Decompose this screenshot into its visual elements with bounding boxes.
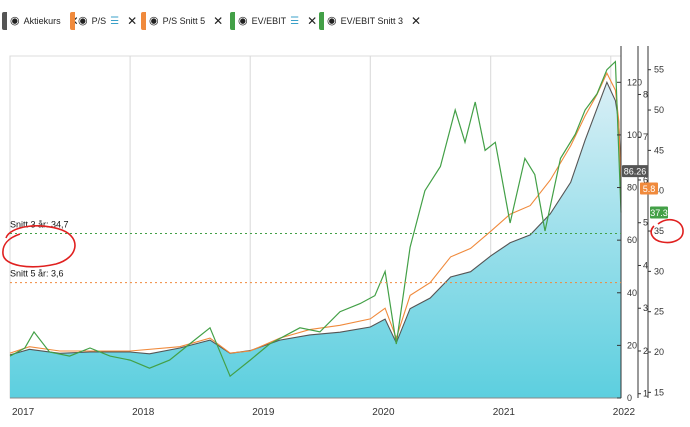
legend-item-ev-ebit[interactable]: ◉ EV/EBIT ☰ ✕: [230, 12, 317, 30]
red-circle-annotation: [650, 218, 684, 244]
x-tick-label: 2018: [132, 407, 155, 418]
price-tick-label: 20: [627, 340, 637, 350]
ps-tick-label: 5: [643, 218, 648, 228]
close-icon[interactable]: ✕: [410, 14, 422, 28]
x-axis: 2017 2018 2019 2020 2021 2022: [10, 397, 636, 418]
eye-icon[interactable]: ◉: [10, 14, 20, 27]
layers-icon[interactable]: ☰: [290, 15, 300, 27]
end-label-box: [622, 165, 648, 178]
series-lines: [9, 60, 622, 378]
x-tick-label: 2020: [372, 407, 395, 418]
red-circle-annotation: [2, 225, 76, 268]
price-tick-label: 80: [627, 183, 637, 193]
ps-tick-label: 3: [643, 303, 648, 313]
series-line-p-s: [9, 71, 622, 354]
x-tick-label: 2017: [12, 407, 35, 418]
price-tick-label: 0: [627, 393, 632, 403]
legend-label: P/S Snitt 5: [162, 16, 206, 26]
legend-swatch: [141, 12, 146, 30]
price-tick-label: 120: [627, 77, 642, 87]
eye-icon[interactable]: ◉: [78, 14, 88, 27]
x-tick-label: 2022: [613, 407, 636, 418]
evebit-tick-label: 45: [654, 145, 664, 155]
ps-tick-label: 4: [643, 260, 648, 270]
legend-item-ps[interactable]: ◉ P/S ☰ ✕: [70, 12, 137, 30]
legend-swatch: [319, 12, 324, 30]
legend-swatch: [70, 12, 75, 30]
end-label-box: [650, 206, 668, 219]
evebit-tick-label: 50: [654, 105, 664, 115]
end-label-box: [640, 182, 658, 195]
layers-icon[interactable]: ☰: [110, 15, 120, 27]
reference-lines: Snitt 3 år: 34,7 Snitt 5 år: 3,6: [10, 219, 621, 284]
x-tick-label: 2019: [252, 407, 275, 418]
legend-item-ps-snitt-5[interactable]: ◉ P/S Snitt 5 ✕: [141, 12, 223, 30]
x-tick-label: 2021: [493, 407, 516, 418]
eye-icon[interactable]: ◉: [149, 14, 159, 27]
legend-swatch: [230, 12, 235, 30]
reference-label: Snitt 3 år: 34,7: [10, 219, 69, 229]
legend-label: P/S: [91, 16, 107, 26]
evebit-tick-label: 40: [654, 186, 664, 196]
eye-icon[interactable]: ◉: [327, 14, 337, 27]
evebit-tick-label: 15: [654, 387, 664, 397]
close-icon[interactable]: ✕: [307, 14, 318, 28]
price-area: [10, 82, 621, 399]
ps-tick-label: 6: [643, 175, 648, 185]
end-label: 86.26: [624, 167, 647, 177]
ps-tick-label: 2: [643, 346, 648, 356]
evebit-tick-label: 20: [654, 347, 664, 357]
end-label: 37.3: [650, 208, 668, 218]
legend-bar: ◉ Aktiekurs ✕ ◉ P/S ☰ ✕ ◉ P/S Snitt 5 ✕ …: [0, 0, 690, 40]
legend-label: Aktiekurs: [23, 16, 61, 26]
ps-tick-label: 7: [643, 132, 648, 142]
annotations: [2, 218, 684, 268]
price-tick-label: 100: [627, 130, 642, 140]
ps-tick-label: 1: [643, 389, 648, 399]
evebit-tick-label: 30: [654, 266, 664, 276]
evebit-tick-label: 55: [654, 65, 664, 75]
evebit-tick-label: 35: [654, 226, 664, 236]
price-tick-label: 40: [627, 288, 637, 298]
price-tick-label: 60: [627, 235, 637, 245]
legend-label: EV/EBIT: [251, 16, 287, 26]
end-label: 5.8: [643, 184, 656, 194]
legend-item-ev-ebit-snitt-3[interactable]: ◉ EV/EBIT Snitt 3 ✕: [319, 12, 421, 30]
end-labels: 86.26 5.8 37.3: [622, 165, 668, 219]
reference-label: Snitt 5 år: 3,6: [10, 269, 64, 279]
legend-label: EV/EBIT Snitt 3: [340, 16, 403, 26]
ps-tick-label: 8: [643, 89, 648, 99]
evebit-tick-label: 25: [654, 307, 664, 317]
close-icon[interactable]: ✕: [213, 14, 224, 28]
legend-swatch: [2, 12, 7, 30]
price-area-fill: [10, 82, 621, 399]
eye-icon[interactable]: ◉: [238, 14, 248, 27]
close-icon[interactable]: ✕: [127, 14, 138, 28]
series-line-ev-ebit: [9, 60, 622, 378]
y-axes: 0204060801001201234567815202530354045505…: [617, 46, 664, 403]
